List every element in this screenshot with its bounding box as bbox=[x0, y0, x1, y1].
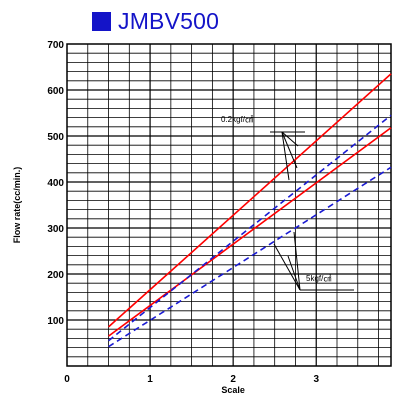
annotation-leader bbox=[287, 255, 301, 291]
chart-header: JMBV500 bbox=[92, 6, 219, 36]
annotation-label: 0.2kgf/㎠ bbox=[221, 115, 253, 124]
y-tick-label: 200 bbox=[47, 270, 64, 281]
series-layer bbox=[108, 73, 392, 348]
plot-frame bbox=[66, 43, 392, 367]
series-line-1 bbox=[108, 73, 392, 328]
x-tick-label: 3 bbox=[313, 374, 319, 385]
tick-labels: 100 200 300 400 500 600 700 0 1 2 3 bbox=[47, 40, 319, 385]
y-tick-label: 300 bbox=[47, 224, 64, 235]
y-axis-label: Flow rate(cc/min.) bbox=[12, 167, 22, 244]
annotation-leader bbox=[281, 131, 298, 169]
y-tick-label: 700 bbox=[47, 40, 64, 51]
annotation-label: 5kgf/㎠ bbox=[306, 274, 331, 283]
x-tick-label: 2 bbox=[230, 374, 236, 385]
chart-title: JMBV500 bbox=[118, 7, 220, 34]
y-tick-label: 600 bbox=[47, 86, 64, 97]
annotation-leader bbox=[281, 131, 299, 147]
annotation-leader bbox=[293, 231, 301, 291]
y-tick-label: 500 bbox=[47, 132, 64, 143]
annotation-layer: 0.2kgf/㎠ 5kgf/㎠ bbox=[221, 115, 354, 291]
x-tick-label: 0 bbox=[64, 374, 70, 385]
series-line-2 bbox=[108, 127, 392, 337]
x-axis-label: Scale bbox=[221, 385, 245, 395]
series-line-4 bbox=[108, 166, 392, 348]
chart-grid bbox=[67, 44, 391, 366]
legend-square-icon bbox=[92, 11, 111, 31]
y-tick-label: 100 bbox=[47, 316, 64, 327]
x-tick-label: 1 bbox=[147, 374, 153, 385]
y-tick-label: 400 bbox=[47, 178, 64, 189]
annotation-leader bbox=[273, 243, 301, 291]
annotation-leader bbox=[281, 131, 290, 181]
series-line-3 bbox=[108, 114, 392, 342]
